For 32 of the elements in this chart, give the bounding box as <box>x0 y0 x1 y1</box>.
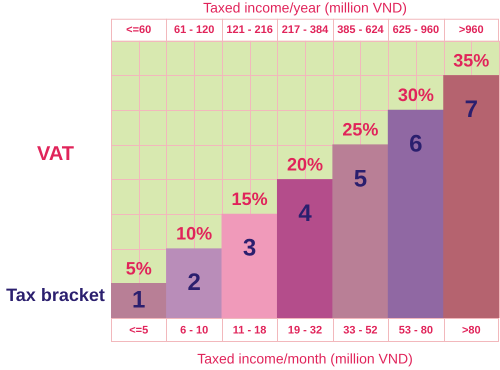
text: <=60 <box>126 24 152 36</box>
x-axis-title: Taxed income/month (million VND) <box>197 350 413 366</box>
annotation: 7 <box>464 96 478 124</box>
data-label: 5% <box>126 258 152 278</box>
text: 217 - 384 <box>282 24 330 36</box>
x-tick-label: 33 - 52 <box>343 324 378 337</box>
annotation: 6 <box>409 130 423 158</box>
data-label: 30% <box>398 85 434 106</box>
data-label: 25% <box>342 120 378 140</box>
text: 385 - 624 <box>337 24 385 36</box>
data-label: 20% <box>286 154 324 174</box>
data-label: 35% <box>453 50 490 70</box>
data-label: 10% <box>176 224 212 244</box>
x-tick-label: 53 - 80 <box>398 324 433 337</box>
y-axis-title: VAT <box>36 142 74 165</box>
x-tick-label: <=5 <box>129 324 148 337</box>
text: 625 - 960 <box>392 24 440 36</box>
annotation: 3 <box>242 234 256 262</box>
x-tick-label: 19 - 32 <box>288 324 322 337</box>
text: Tax bracket <box>6 284 105 305</box>
annotation: 1 <box>132 286 146 314</box>
data-label: 15% <box>232 189 268 210</box>
x-tick-label: 6 - 10 <box>180 324 208 337</box>
x-tick-label: 11 - 18 <box>232 324 266 337</box>
text: 61 - 120 <box>174 24 214 36</box>
annotation: 4 <box>298 200 312 228</box>
x-tick-label: >80 <box>462 324 481 337</box>
text: 121 - 216 <box>226 24 273 36</box>
x2-axis-title: Taxed income/year (million VND) <box>203 0 407 16</box>
text: >960 <box>458 24 484 36</box>
annotation: 2 <box>187 268 201 296</box>
annotation: 5 <box>354 165 368 192</box>
